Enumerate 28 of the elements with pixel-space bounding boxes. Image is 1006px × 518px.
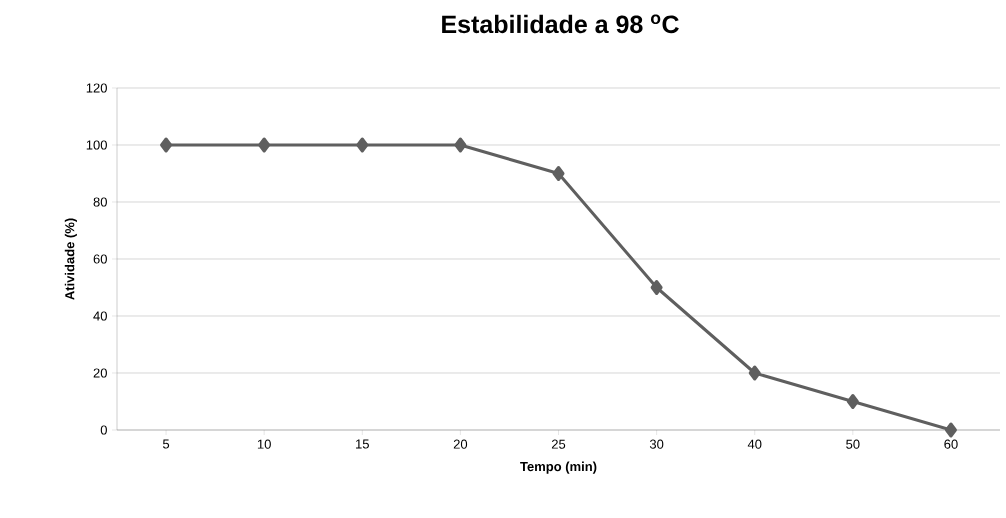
- x-tick-label: 15: [356, 439, 369, 449]
- x-tick-label: 5: [162, 439, 170, 449]
- y-axis-title: Atividade (%): [64, 218, 77, 300]
- y-tick-label: 20: [93, 368, 107, 378]
- point: [454, 137, 467, 153]
- point: [258, 137, 271, 153]
- x-tick-label: 60: [944, 439, 958, 449]
- point: [944, 422, 957, 438]
- x-tick-label: 50: [846, 439, 860, 449]
- y-tick-label: 0: [100, 425, 107, 435]
- point: [650, 280, 663, 295]
- chart-title: Estabilidade a 98 $^{o}$C: [442, 14, 679, 34]
- point: [846, 394, 859, 409]
- point: [356, 137, 369, 153]
- x-tick-label: 20: [453, 439, 468, 449]
- y-tick-label: 120: [86, 83, 107, 93]
- x-tick-label: 25: [551, 439, 566, 449]
- point: [552, 166, 565, 181]
- point: [160, 137, 173, 153]
- point: [748, 365, 761, 381]
- y-tick-label: 80: [93, 197, 107, 207]
- x-tick-label: 40: [747, 439, 762, 449]
- y-tick-label: 60: [93, 254, 107, 264]
- x-tick-label: 30: [649, 439, 664, 449]
- x-axis-title: Tempo (min): [520, 461, 597, 474]
- x-tick-label: 10: [257, 439, 271, 449]
- y-tick-label: 100: [86, 140, 107, 150]
- y-tick-label: 40: [93, 311, 107, 321]
